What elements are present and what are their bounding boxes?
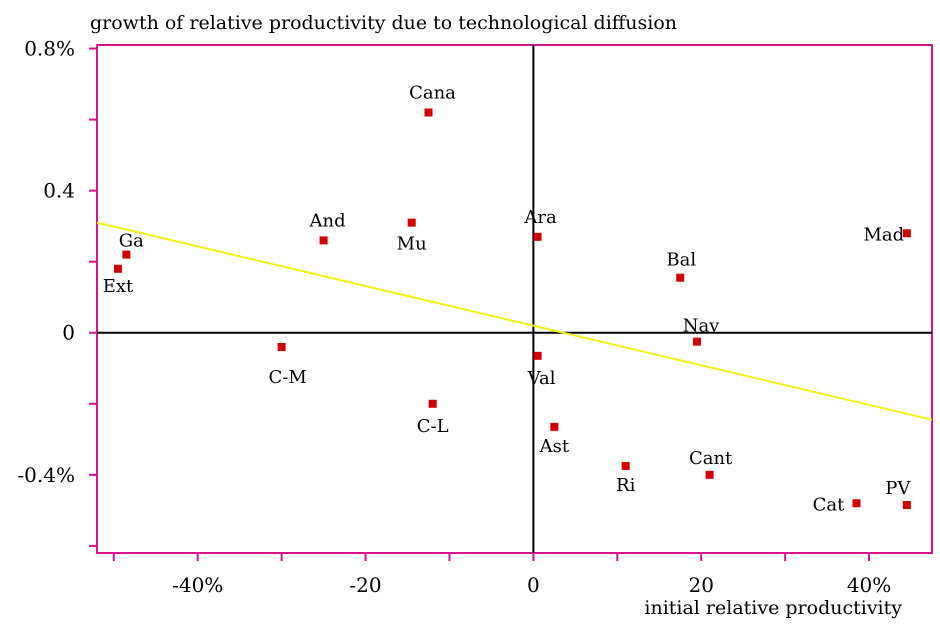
x-tick-label: 0 [527, 573, 540, 597]
point-label-bal: Bal [666, 250, 696, 271]
x-tick-label: -40% [172, 573, 223, 597]
y-tick-label: 0.8% [24, 37, 75, 61]
point-marker-mad [902, 229, 911, 238]
x-tick-label: 40% [847, 573, 891, 597]
point-label-mu: Mu [397, 234, 427, 255]
point-marker-c-m [277, 342, 286, 351]
point-marker-and [319, 236, 328, 245]
point-label-cana: Cana [409, 82, 456, 103]
point-marker-ga [122, 250, 131, 259]
point-label-ara: Ara [523, 207, 557, 228]
point-marker-nav [693, 337, 702, 346]
point-label-c-l: C-L [417, 416, 449, 437]
point-marker-ext [113, 264, 122, 273]
point-label-c-m: C-M [268, 367, 306, 388]
point-label-ext: Ext [103, 276, 134, 297]
point-label-pv: PV [885, 478, 911, 499]
trend-line [96, 221, 933, 421]
point-marker-bal [676, 273, 685, 282]
point-label-cat: Cat [813, 494, 846, 515]
point-marker-ri [621, 461, 630, 470]
y-tick-label: -0.4% [17, 463, 75, 487]
point-marker-cant [705, 470, 714, 479]
point-label-ast: Ast [539, 436, 570, 457]
x-tick-label: 20 [688, 573, 713, 597]
point-marker-cat [852, 499, 861, 508]
x-axis-title: initial relative productivity [644, 597, 902, 619]
x-tick-label: -20 [349, 573, 381, 597]
chart-title: growth of relative productivity due to t… [90, 12, 677, 34]
data-points: Cana And Mu Ga Ext Ara Mad Bal Nav C-M Val C-L Ast Ri… [103, 82, 912, 515]
point-marker-c-l [428, 399, 437, 408]
y-axis-ticks: 0.8% 0.4 0 -0.4% [17, 37, 97, 547]
point-label-cant: Cant [689, 448, 733, 469]
point-marker-ast [550, 422, 559, 431]
point-marker-ara [533, 232, 542, 241]
point-marker-mu [407, 218, 416, 227]
point-label-ga: Ga [119, 231, 144, 252]
x-axis-ticks: -40% -20 0 20 40% [112, 553, 891, 597]
point-label-mad: Mad [863, 224, 904, 245]
point-marker-cana [424, 108, 433, 117]
plot-border [96, 44, 933, 554]
trend-line-group [96, 221, 933, 421]
point-label-ri: Ri [616, 475, 636, 496]
plot-frame [96, 44, 933, 554]
point-label-val: Val [527, 368, 556, 389]
point-label-nav: Nav [683, 316, 720, 337]
point-marker-val [533, 351, 542, 360]
point-label-and: And [309, 210, 346, 231]
y-tick-label: 0 [62, 321, 75, 345]
zero-axes [97, 45, 932, 553]
point-marker-pv [902, 501, 911, 510]
y-tick-label: 0.4 [43, 179, 75, 203]
